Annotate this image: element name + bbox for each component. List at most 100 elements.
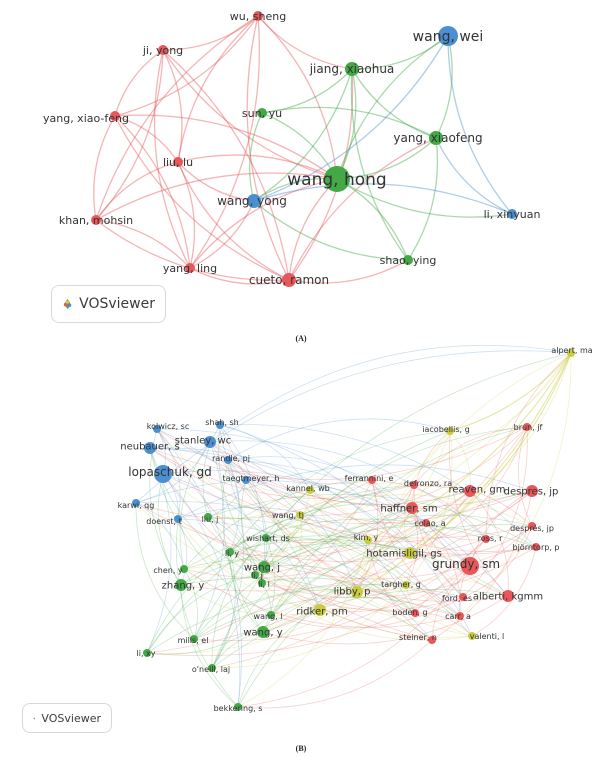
node-liu_lu[interactable]	[173, 157, 183, 167]
network-link	[254, 484, 415, 576]
node-shah_sh[interactable]	[216, 421, 224, 429]
node-wang_tj[interactable]	[296, 511, 304, 519]
node-despres_jp[interactable]	[526, 485, 538, 497]
node-hotamisligil_gs[interactable]	[404, 547, 416, 559]
node-yang_xiaofeng[interactable]	[429, 131, 443, 145]
label-oneill_laj: o'neill, laj	[192, 665, 230, 674]
network-link	[356, 352, 572, 593]
network-link	[356, 522, 427, 593]
node-cueto_ramon[interactable]	[282, 273, 296, 287]
network-link	[176, 518, 239, 708]
network-link	[177, 161, 255, 202]
network-link	[209, 345, 572, 443]
network-link	[207, 516, 416, 614]
node-iacobellis_g[interactable]	[446, 427, 454, 435]
network-link	[93, 115, 116, 221]
node-wang_y[interactable]	[257, 626, 269, 638]
network-link	[135, 350, 572, 504]
network-link	[135, 479, 427, 524]
node-neubauer_s[interactable]	[144, 442, 156, 454]
network-link	[135, 479, 373, 520]
network-link	[261, 546, 537, 599]
node-ridker_pm[interactable]	[314, 604, 326, 616]
node-wang_hong[interactable]	[324, 166, 350, 192]
node-despres_jp_2[interactable]	[528, 522, 536, 530]
network-link	[351, 68, 437, 139]
node-liu_j[interactable]	[204, 513, 212, 521]
network-link	[219, 424, 247, 481]
label-cueto_ramon: cueto, ramon	[249, 273, 329, 287]
network-link	[227, 456, 413, 509]
network-link	[149, 426, 528, 481]
node-zhang_y[interactable]	[175, 579, 187, 591]
node-yang_xiao_feng[interactable]	[110, 111, 120, 121]
node-ji_yong[interactable]	[158, 45, 168, 55]
node-mills_el[interactable]	[190, 635, 198, 643]
node-haffner_sm[interactable]	[406, 502, 418, 514]
network-link	[254, 426, 528, 576]
node-steiner_n[interactable]	[428, 636, 436, 644]
node-bjorntorp_p[interactable]	[532, 543, 540, 551]
node-wishart_ds[interactable]	[262, 534, 270, 542]
node-jiang_xiaohua[interactable]	[345, 62, 359, 76]
node-doenst_t[interactable]	[174, 515, 182, 523]
node-khan_mohsin[interactable]	[91, 215, 101, 225]
label-liu_j: liu, j	[202, 515, 219, 524]
node-chen_y[interactable]	[180, 565, 188, 573]
node-li_xinyuan[interactable]	[507, 209, 517, 219]
node-yang_ling[interactable]	[185, 263, 195, 273]
node-li_y[interactable]	[226, 548, 234, 556]
node-lopaschuk_gd[interactable]	[154, 465, 172, 483]
node-brun_jf[interactable]	[523, 423, 531, 431]
node-karwi_qg[interactable]	[132, 499, 140, 507]
node-li_j[interactable]	[251, 571, 259, 579]
network-link	[265, 485, 471, 539]
node-sun_yu[interactable]	[257, 108, 267, 118]
node-alberti_kgmm[interactable]	[502, 590, 514, 602]
label-wu_sheng: wu, sheng	[230, 10, 286, 23]
node-li_l[interactable]	[258, 579, 266, 587]
node-wang_wei[interactable]	[438, 26, 458, 46]
network-link	[177, 518, 433, 641]
node-ford_es[interactable]	[459, 593, 467, 601]
node-shao_ying[interactable]	[403, 255, 413, 265]
node-stanley_wc[interactable]	[204, 436, 216, 448]
node-valenti_l[interactable]	[468, 632, 476, 640]
network-link	[146, 614, 272, 655]
node-kim_y[interactable]	[364, 536, 372, 544]
network-link	[162, 470, 471, 567]
node-taegtmeyer_h[interactable]	[242, 476, 250, 484]
network-link	[149, 447, 533, 539]
network-link	[469, 490, 509, 597]
network-link	[193, 352, 572, 640]
node-wang_j[interactable]	[258, 561, 270, 573]
node-libby_p[interactable]	[351, 586, 363, 598]
label-chen_y: chen, y	[153, 566, 183, 575]
node-li_xy[interactable]	[143, 649, 151, 657]
node-colao_a[interactable]	[422, 519, 430, 527]
network-link	[265, 536, 407, 586]
node-targher_g[interactable]	[402, 581, 410, 589]
node-carr_a[interactable]	[456, 612, 464, 620]
network-link	[183, 559, 358, 593]
node-wang_l[interactable]	[267, 611, 275, 619]
node-kannel_wb[interactable]	[306, 486, 314, 494]
node-reaven_gm[interactable]	[464, 485, 476, 497]
node-wu_sheng[interactable]	[253, 11, 263, 21]
node-wang_yong[interactable]	[247, 194, 261, 208]
node-ross_r[interactable]	[482, 535, 490, 543]
network-link	[207, 494, 537, 548]
node-ferrannini_e[interactable]	[368, 476, 376, 484]
network-link	[180, 542, 471, 586]
network-link	[211, 589, 509, 669]
network-link	[253, 68, 353, 202]
node-boden_g[interactable]	[411, 609, 419, 617]
node-defronzo_ra[interactable]	[410, 481, 418, 489]
network-link	[114, 114, 338, 180]
node-kolwicz_sc[interactable]	[153, 425, 161, 433]
node-alpert_ma[interactable]	[567, 349, 575, 357]
node-grundy_sm[interactable]	[461, 557, 479, 575]
node-randle_pj[interactable]	[224, 456, 232, 464]
node-bekkering_s[interactable]	[234, 703, 242, 711]
node-oneill_laj[interactable]	[208, 664, 216, 672]
